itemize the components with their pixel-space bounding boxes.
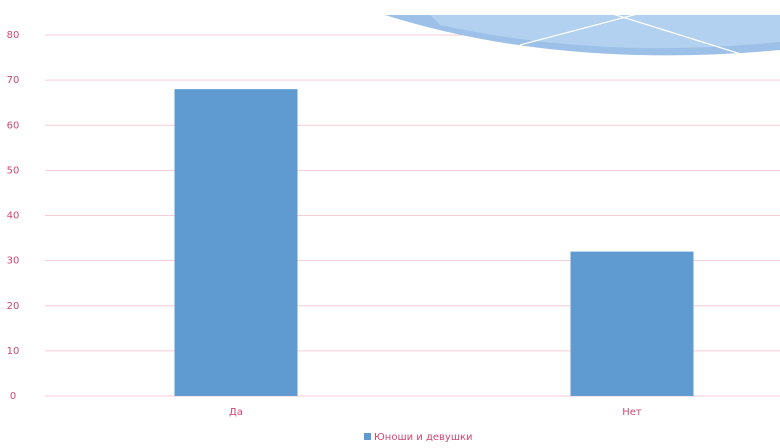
y-tick-label: 70 xyxy=(7,75,20,86)
y-tick-label: 10 xyxy=(7,346,20,357)
y-tick-label: 20 xyxy=(7,301,20,312)
bar xyxy=(570,251,694,396)
y-tick-label: 0 xyxy=(10,391,16,402)
bar xyxy=(174,89,298,397)
x-tick-label: Нет xyxy=(622,407,642,418)
y-tick-label: 50 xyxy=(7,165,20,176)
y-tick-label: 40 xyxy=(7,211,20,222)
y-tick-label: 80 xyxy=(7,30,20,41)
legend-label: Юноши и девушки xyxy=(374,432,473,443)
decoration xyxy=(385,0,780,61)
legend-swatch xyxy=(364,433,371,440)
y-tick-label: 30 xyxy=(7,256,20,267)
y-tick-label: 60 xyxy=(7,120,20,131)
x-tick-label: Да xyxy=(229,407,243,418)
